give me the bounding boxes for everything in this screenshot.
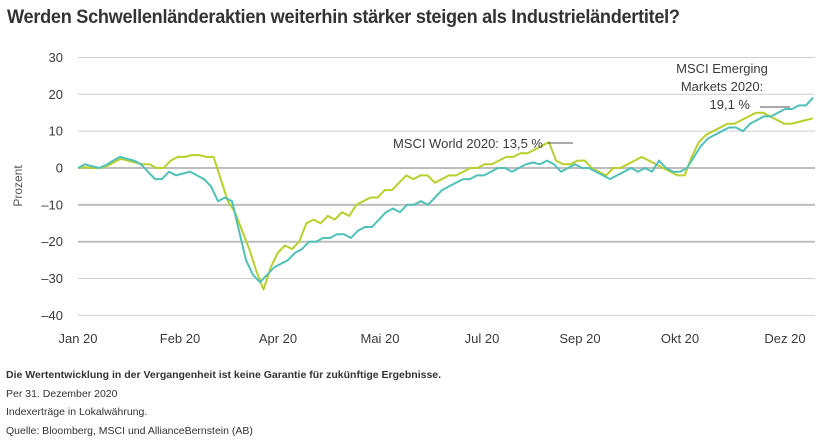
x-tick-label: Okt 20 xyxy=(661,331,699,346)
disclaimer: Die Wertentwicklung in der Vergangenheit… xyxy=(6,366,441,385)
annotation-emerging-markets: 19,1 % xyxy=(710,97,751,112)
y-tick-label: 20 xyxy=(49,87,63,102)
annotation-world: MSCI World 2020: 13,5 % xyxy=(393,136,543,151)
x-tick-label: Mai 20 xyxy=(360,331,399,346)
y-tick-label: –10 xyxy=(41,197,63,212)
annotation-emerging-markets: MSCI Emerging xyxy=(676,61,768,76)
chart-notes: Die Wertentwicklung in der Vergangenheit… xyxy=(6,366,441,440)
series-lines xyxy=(78,98,813,290)
as-of-date: Per 31. Dezember 2020 xyxy=(6,385,441,404)
currency-note: Indexerträge in Lokalwährung. xyxy=(6,403,441,422)
annotations: MSCI Emerging Markets 2020: 19,1 % MSCI Wor… xyxy=(393,61,790,151)
y-axis-ticks: 30 20 10 0 –10 –20 –30 –40 xyxy=(41,50,63,323)
y-tick-label: 0 xyxy=(56,161,63,176)
y-tick-label: –40 xyxy=(41,308,63,323)
x-tick-label: Feb 20 xyxy=(160,331,200,346)
gridlines xyxy=(78,57,815,315)
series-line-msci-emerging-markets xyxy=(78,98,813,283)
x-tick-label: Apr 20 xyxy=(259,331,297,346)
annotation-emerging-markets: Markets 2020: xyxy=(681,79,763,94)
y-tick-label: –20 xyxy=(41,234,63,249)
source-note: Quelle: Bloomberg, MSCI und AllianceBern… xyxy=(6,422,441,440)
y-tick-label: 10 xyxy=(49,124,63,139)
x-tick-label: Jan 20 xyxy=(58,331,97,346)
line-chart: 30 20 10 0 –10 –20 –30 –40 Prozent Jan 20 Feb 20… xyxy=(0,0,840,360)
x-axis-ticks: Jan 20 Feb 20 Apr 20 Mai 20 Jul 20 Sep 20 Okt … xyxy=(58,331,805,346)
y-axis-label: Prozent xyxy=(11,165,25,207)
y-tick-label: –30 xyxy=(41,271,63,286)
x-tick-label: Sep 20 xyxy=(559,331,600,346)
x-tick-label: Dez 20 xyxy=(764,331,805,346)
y-tick-label: 30 xyxy=(49,50,63,65)
x-tick-label: Jul 20 xyxy=(465,331,500,346)
